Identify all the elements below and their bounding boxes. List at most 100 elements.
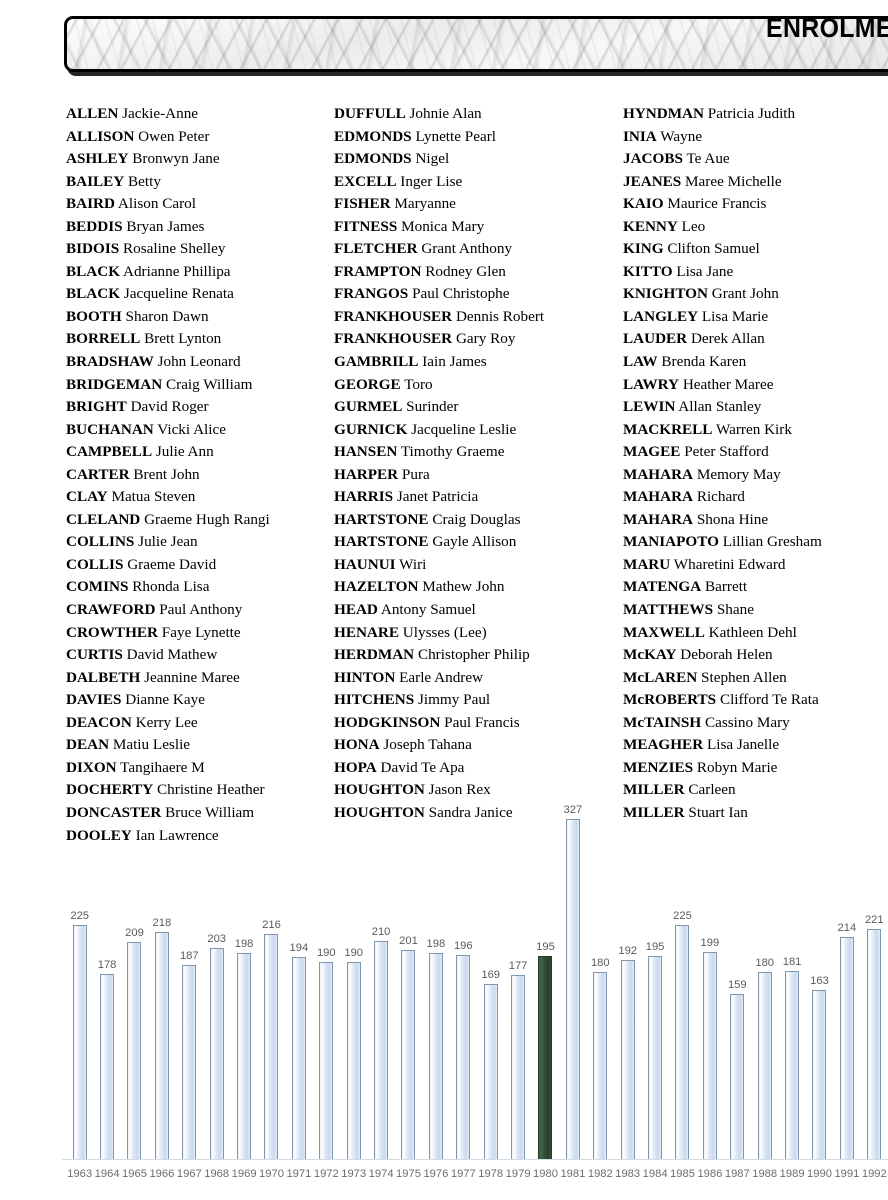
chart-bar-group: 199 — [696, 786, 723, 1160]
page-title-text: ENROLME — [766, 16, 888, 43]
name-given: Te Aue — [682, 150, 730, 168]
name-given: Adrianne Phillipa — [120, 262, 231, 280]
name-surname: DEACON — [66, 713, 132, 731]
name-surname: HOUGHTON — [334, 781, 425, 799]
name-entry: McKAY Deborah Helen — [623, 644, 888, 667]
name-given: Matua Steven — [107, 488, 196, 506]
chart-bar-value-label: 201 — [399, 935, 418, 947]
name-given: Tangihaere M — [116, 758, 205, 776]
chart-bar-value-label: 216 — [262, 919, 281, 931]
name-surname: CROWTHER — [66, 623, 158, 641]
name-given: Stephen Allen — [697, 668, 787, 686]
chart-x-tick-label: 1971 — [286, 1168, 312, 1180]
name-given: Paul Francis — [440, 713, 520, 731]
name-entry: HOUGHTON Jason Rex — [334, 779, 620, 802]
name-surname: JACOBS — [623, 150, 683, 168]
name-entry: LEWIN Allan Stanley — [623, 396, 888, 419]
name-surname: McROBERTS — [623, 691, 717, 709]
name-entry: FISHER Maryanne — [334, 193, 620, 216]
name-given: Paul Anthony — [155, 601, 243, 619]
name-surname: LAW — [623, 353, 658, 371]
name-entry: MARU Wharetini Edward — [623, 554, 888, 577]
name-given: Maurice Francis — [663, 195, 767, 213]
chart-bar-group: 194 — [285, 786, 312, 1160]
name-given: Earle Andrew — [395, 668, 484, 686]
chart-plot-area: 225 178 209 218 187 203 198 216 194 190 190 210 201 1… — [66, 786, 888, 1160]
name-column-3: HYNDMAN Patricia Judith INIA Wayne JACOBS … — [623, 103, 888, 825]
name-surname: FRANKHOUSER — [334, 307, 453, 325]
name-entry: HONA Joseph Tahana — [334, 734, 620, 757]
name-given: Maryanne — [390, 195, 456, 213]
name-entry: HARTSTONE Gayle Allison — [334, 531, 620, 554]
name-given: Rosaline Shelley — [119, 240, 226, 258]
name-surname: KAIO — [623, 195, 664, 213]
name-given: Bryan James — [122, 217, 205, 235]
name-entry: MATTHEWS Shane — [623, 599, 888, 622]
chart-bar — [72, 925, 87, 1160]
chart-bar — [812, 990, 827, 1160]
name-surname: BLACK — [66, 285, 121, 303]
chart-bar — [620, 960, 635, 1160]
chart-bar-value-label: 203 — [207, 933, 227, 945]
chart-bar-group: 181 — [778, 786, 805, 1160]
chart-bar-value-label: 187 — [179, 950, 199, 962]
name-surname: McTAINSH — [623, 713, 702, 731]
name-surname: MILLER — [623, 781, 685, 799]
name-given: Timothy Graeme — [397, 443, 505, 461]
name-given: Memory May — [693, 465, 781, 483]
chart-bar — [428, 953, 443, 1160]
name-entry: DEACON Kerry Lee — [66, 712, 332, 735]
name-given: Ian Lawrence — [131, 826, 219, 844]
name-given: Janet Patricia — [393, 488, 479, 506]
name-given: Deborah Helen — [676, 646, 773, 664]
name-entry: JACOBS Te Aue — [623, 148, 888, 171]
name-surname: LAUDER — [623, 330, 688, 348]
name-given: Christine Heather — [153, 781, 265, 799]
name-given: Leo — [677, 217, 706, 235]
chart-x-tick-label: 1963 — [67, 1168, 93, 1180]
name-entry: HARTSTONE Craig Douglas — [334, 509, 620, 532]
name-given: Peter Stafford — [680, 443, 769, 461]
name-given: Sandra Janice — [424, 803, 513, 821]
name-entry: FITNESS Monica Mary — [334, 216, 620, 239]
name-surname: BRIDGEMAN — [66, 375, 163, 393]
name-surname: DOCHERTY — [66, 781, 154, 799]
name-surname: HERDMAN — [334, 646, 415, 664]
name-given: Maree Michelle — [681, 172, 782, 190]
name-given: Graeme David — [123, 555, 217, 573]
name-surname: EXCELL — [334, 172, 397, 190]
chart-bar-value-label: 159 — [727, 979, 747, 991]
name-entry: DOCHERTY Christine Heather — [66, 779, 332, 802]
name-surname: MANIAPOTO — [623, 533, 719, 551]
name-given: Inger Lise — [396, 172, 463, 190]
name-given: Gary Roy — [452, 330, 516, 348]
name-surname: BOOTH — [66, 307, 122, 325]
name-entry: CAMPBELL Julie Ann — [66, 441, 332, 464]
name-surname: BRIGHT — [66, 398, 127, 416]
name-entry: COLLINS Julie Jean — [66, 531, 332, 554]
chart-x-tick-label: 1992 — [861, 1168, 887, 1180]
chart-bar-group: 225 — [669, 786, 696, 1160]
chart-bar — [127, 942, 142, 1160]
name-surname: CLELAND — [66, 510, 141, 528]
page-title: ENROLME — [755, 19, 888, 60]
name-entry: FRANGOS Paul Christophe — [334, 283, 620, 306]
chart-bar-value-label: 198 — [426, 938, 446, 950]
name-surname: INIA — [623, 127, 657, 145]
chart-x-tick-label: 1974 — [368, 1168, 394, 1180]
name-given: Derek Allan — [687, 330, 765, 348]
chart-x-tick-label: 1983 — [615, 1168, 641, 1180]
name-surname: DIXON — [66, 758, 117, 776]
chart-bar-group: 214 — [833, 786, 860, 1160]
name-given: Richard — [693, 488, 745, 506]
name-surname: BLACK — [66, 262, 121, 280]
name-entry: CURTIS David Mathew — [66, 644, 332, 667]
chart-x-tick-label: 1976 — [423, 1168, 449, 1180]
chart-bar — [291, 957, 306, 1160]
name-entry: DONCASTER Bruce William — [66, 802, 332, 825]
chart-bar-group: 203 — [203, 786, 230, 1160]
name-entry: HEAD Antony Samuel — [334, 599, 620, 622]
name-entry: GEORGE Toro — [334, 374, 620, 397]
name-given: Kerry Lee — [131, 713, 198, 731]
chart-x-tick-label: 1989 — [779, 1168, 805, 1180]
